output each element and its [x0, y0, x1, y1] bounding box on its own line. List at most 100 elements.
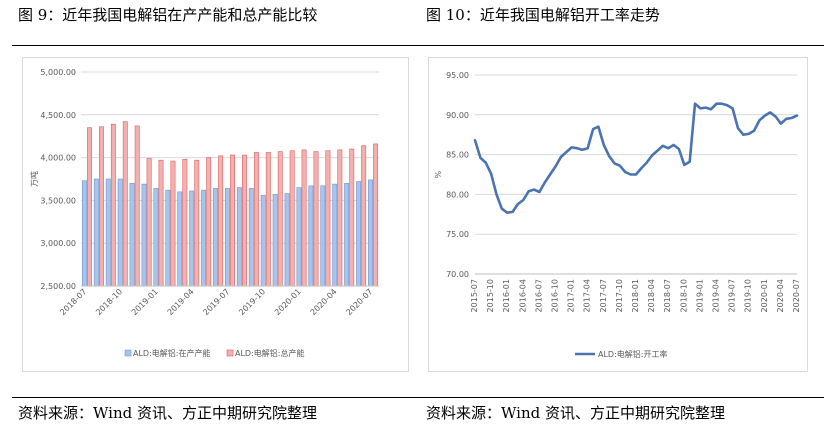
utilization-line-chart: 70.00 75.00 80.00 85.00 90.00 95.00% 2015-07 20… — [434, 71, 801, 359]
x-tick-label: 2019-07 — [728, 279, 737, 312]
capacity-chart-panel: 2,500.00 3,000.00 3,500.00 4,000.00 4,500.00… — [22, 57, 409, 372]
x-tick-label: 2016-01 — [502, 279, 511, 312]
bar — [141, 183, 147, 287]
legend-swatch — [124, 349, 132, 357]
y-tick-label: 70.00 — [446, 270, 469, 279]
y-tick-label: 5,000.00 — [40, 68, 76, 77]
legend-label: ALD:电解铝:总产能 — [235, 348, 304, 358]
figure-9-source: 资料来源：Wind 资讯、方正中期研究院整理 — [18, 404, 317, 422]
bar — [368, 179, 373, 287]
x-tick-label: 2019-04 — [712, 279, 721, 312]
y-tick-label: 80.00 — [446, 190, 469, 199]
bar — [189, 190, 195, 287]
bar — [134, 125, 140, 287]
bar — [81, 180, 87, 287]
bar — [218, 155, 224, 287]
x-tick-label: 2020-04 — [776, 279, 785, 312]
bar — [122, 121, 128, 287]
bar — [165, 189, 171, 287]
bar — [248, 188, 254, 287]
legend-label: ALD:电解铝:在产产能 — [133, 348, 210, 358]
y-tick-label: 75.00 — [446, 230, 469, 239]
legend-swatch — [226, 349, 234, 357]
bar — [225, 188, 230, 287]
x-tick-label: 2019-10 — [237, 287, 267, 317]
x-tick-label: 2020-07 — [344, 287, 374, 317]
bar — [308, 185, 314, 287]
y-tick-label: 4,500.00 — [40, 111, 76, 120]
x-tick-label: 2016-10 — [551, 279, 560, 312]
x-tick-label: 2020-01 — [273, 287, 303, 317]
y-tick-label: 95.00 — [446, 71, 469, 80]
x-tick-label: 2018-04 — [647, 279, 656, 312]
bar — [206, 157, 212, 287]
bar — [242, 154, 247, 287]
x-tick-label: 2018-01 — [631, 279, 640, 312]
bar — [356, 181, 362, 287]
bar — [325, 150, 331, 287]
bar — [105, 178, 111, 287]
x-tick-label: 2016-04 — [518, 279, 527, 312]
bar — [87, 127, 92, 287]
y-axis-label: % — [434, 170, 443, 178]
bar — [373, 143, 379, 287]
x-tick-label: 2015-07 — [470, 279, 479, 312]
y-axis-label: 万吨 — [29, 171, 39, 187]
x-tick-label: 2019-04 — [166, 287, 196, 317]
y-tick-label: 85.00 — [446, 151, 469, 160]
bar — [332, 183, 338, 287]
bar — [201, 189, 207, 287]
figure-9-title: 图 9：近年我国电解铝在产产能和总产能比较 — [18, 6, 318, 24]
x-tick-label: 2020-01 — [760, 279, 769, 312]
bar — [296, 187, 302, 287]
x-tick-label: 2018-07 — [663, 279, 672, 312]
bar — [253, 152, 259, 287]
bar — [265, 152, 271, 287]
y-tick-label: 3,000.00 — [40, 239, 76, 248]
x-tick-label: 2016-07 — [534, 279, 543, 312]
x-tick-label: 2015-10 — [486, 279, 495, 312]
x-tick-label: 2019-10 — [744, 279, 753, 312]
bar — [177, 191, 183, 287]
bar — [277, 151, 283, 287]
top-rule — [12, 45, 824, 46]
bar — [129, 182, 135, 287]
series-line — [473, 102, 799, 214]
y-tick-label: 2,500.00 — [40, 282, 76, 291]
x-tick-label: 2018-10 — [94, 287, 124, 317]
bar — [170, 160, 176, 287]
capacity-bar-chart: 2,500.00 3,000.00 3,500.00 4,000.00 4,500.00… — [29, 68, 379, 358]
bar — [313, 151, 319, 287]
bar — [284, 193, 290, 287]
bar — [337, 149, 343, 287]
y-tick-label: 3,500.00 — [40, 196, 76, 205]
bar — [93, 178, 99, 287]
bar — [146, 158, 152, 287]
bar — [344, 182, 350, 287]
bar — [153, 188, 159, 287]
bar — [272, 194, 278, 287]
x-tick-label: 2018-10 — [679, 279, 688, 312]
bar — [117, 178, 123, 287]
bar — [320, 185, 326, 287]
bar — [230, 154, 235, 287]
bar — [260, 194, 266, 287]
bar — [213, 188, 218, 287]
x-tick-label: 2020-04 — [309, 287, 339, 317]
x-tick-label: 2017-01 — [567, 279, 576, 312]
x-tick-label: 2017-10 — [615, 279, 624, 312]
bar — [182, 159, 188, 287]
y-tick-label: 4,000.00 — [40, 154, 76, 163]
bar — [158, 159, 164, 287]
bottom-rule — [12, 397, 824, 398]
x-tick-label: 2017-07 — [599, 279, 608, 312]
x-tick-label: 2018-07 — [58, 287, 88, 317]
bar — [301, 149, 307, 287]
figure-10-source: 资料来源：Wind 资讯、方正中期研究院整理 — [426, 404, 725, 422]
utilization-chart-panel: 70.00 75.00 80.00 85.00 90.00 95.00% 2015-07 20… — [428, 57, 808, 372]
bar — [98, 126, 104, 287]
y-tick-label: 90.00 — [446, 111, 469, 120]
legend-label: ALD:电解铝:开工率 — [598, 349, 667, 359]
bar — [236, 187, 242, 287]
x-tick-label: 2019-07 — [201, 287, 231, 317]
